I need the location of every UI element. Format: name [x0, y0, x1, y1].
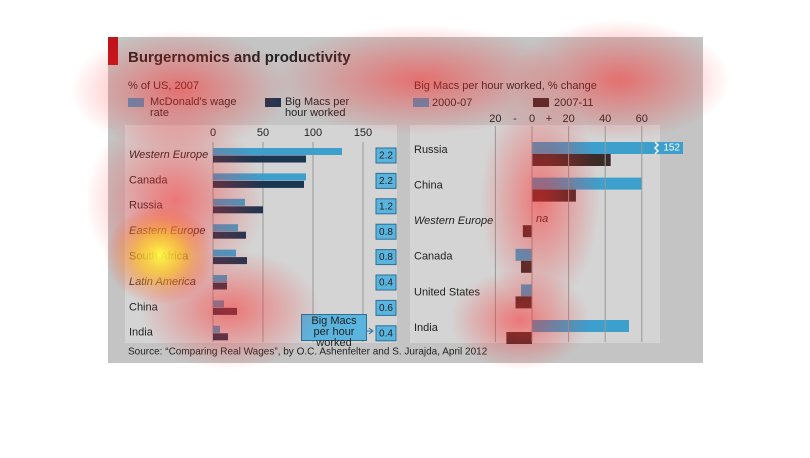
bar	[213, 180, 304, 188]
value-label: 0.8	[379, 227, 393, 238]
x-tick-label: 20	[562, 113, 574, 125]
bar	[213, 307, 237, 315]
category-label: Canada	[129, 174, 168, 186]
category-label: Russia	[129, 200, 164, 212]
x-tick-label: 60	[636, 113, 648, 125]
bar	[506, 332, 532, 344]
legend-label: 2000-07	[432, 97, 472, 109]
x-tick-label: 100	[304, 127, 322, 139]
category-label: South Africa	[129, 251, 189, 263]
axis-sign: -	[513, 113, 517, 125]
legend-swatch	[413, 98, 429, 107]
category-label: United States	[414, 286, 481, 298]
value-box	[375, 147, 397, 164]
accent	[108, 37, 118, 65]
bar	[522, 225, 532, 238]
bar	[213, 231, 246, 239]
category-label: Russia	[414, 144, 449, 156]
value-label: 2.2	[379, 151, 393, 162]
x-tick-label: 20	[489, 113, 501, 125]
bar	[515, 248, 532, 261]
x-tick-label: 0	[529, 113, 535, 125]
value-box	[375, 274, 397, 291]
category-label: Eastern Europe	[129, 225, 205, 237]
value-label: 0.6	[379, 303, 393, 314]
bar	[213, 275, 227, 282]
value-box	[375, 198, 397, 215]
bar	[515, 296, 532, 309]
bar	[213, 206, 263, 214]
value-label: 1.2	[379, 201, 393, 212]
value-box	[375, 172, 397, 189]
bar	[213, 325, 220, 333]
bar	[213, 257, 247, 265]
category-label: Western Europe	[414, 215, 493, 227]
bar	[532, 154, 611, 166]
category-label: China	[414, 180, 444, 192]
category-label: Western Europe	[129, 149, 208, 161]
category-label: Canada	[414, 251, 453, 263]
bar	[213, 300, 224, 308]
value-label: na	[536, 213, 548, 225]
value-label: 152	[663, 143, 680, 154]
value-label: 2.2	[379, 176, 393, 187]
bar	[213, 173, 306, 181]
legend-swatch	[533, 98, 549, 107]
bar	[213, 148, 342, 155]
x-tick-label: 150	[354, 127, 372, 139]
break-mark	[653, 141, 660, 155]
value-box	[375, 325, 397, 342]
source: Source: “Comparing Real Wages”, by O.C. …	[128, 347, 488, 358]
legend-swatch	[128, 98, 144, 107]
bar	[213, 155, 306, 163]
bar	[213, 249, 236, 257]
bar	[213, 224, 238, 232]
bar	[521, 260, 532, 273]
title: Burgernomics and productivity	[128, 49, 351, 66]
legend-label: 2007-11	[554, 97, 594, 109]
legend-swatch	[265, 98, 281, 107]
category-label: India	[414, 322, 439, 334]
axis-sign: +	[546, 113, 552, 125]
value-label: 0.4	[379, 278, 393, 289]
subtitle: Big Macs per hour worked, % change	[414, 80, 597, 92]
bar	[532, 177, 642, 190]
x-tick-label: 40	[599, 113, 611, 125]
category-label: Latin America	[129, 276, 196, 288]
value-label: 0.8	[379, 252, 393, 263]
annotation: Big Macs per hour worked	[301, 314, 367, 349]
annotation-arrow	[366, 327, 374, 335]
bar	[213, 333, 228, 341]
bar	[213, 198, 245, 206]
value-label: 0.4	[379, 328, 393, 339]
value-box	[375, 223, 397, 240]
category-label: India	[129, 327, 154, 339]
category-label: China	[129, 301, 159, 313]
value-box	[375, 299, 397, 316]
subtitle: % of US, 2007	[128, 80, 199, 92]
bar	[532, 320, 629, 332]
value-box	[375, 249, 397, 266]
x-tick-label: 0	[210, 127, 216, 139]
bar	[521, 284, 532, 297]
legend-label: Big Macs per hour worked	[285, 96, 350, 119]
bar	[532, 189, 576, 202]
x-tick-label: 50	[257, 127, 269, 139]
value-box	[656, 142, 683, 154]
legend-label: McDonald's wage rate	[150, 96, 237, 119]
bar	[213, 282, 227, 290]
